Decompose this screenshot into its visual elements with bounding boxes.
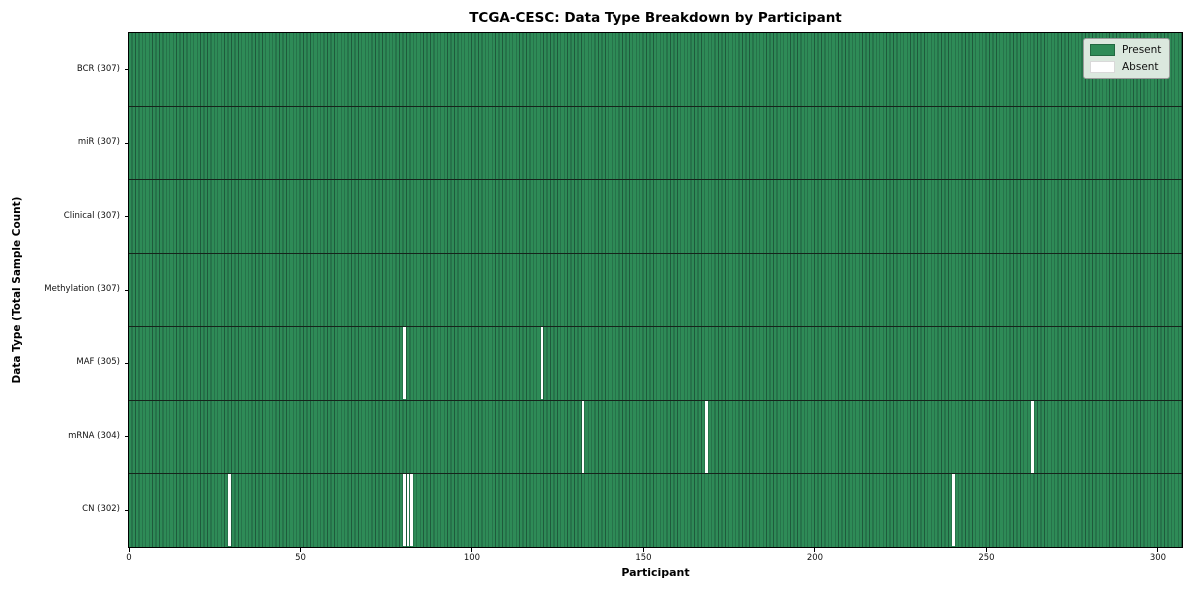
row-separator <box>129 179 1182 181</box>
y-tick-label: miR (307) <box>77 137 120 148</box>
y-tick-mark <box>125 509 129 511</box>
legend-label-absent: Absent <box>1122 61 1159 73</box>
x-tick-mark <box>814 548 816 552</box>
y-tick-mark <box>125 216 129 218</box>
y-tick-mark <box>125 362 129 364</box>
y-tick-label: BCR (307) <box>76 63 120 74</box>
x-tick-label: 250 <box>978 553 995 563</box>
row-separator <box>129 105 1182 107</box>
absent-cell <box>403 474 407 547</box>
x-tick-label: 150 <box>635 553 652 563</box>
y-tick-label: CN (302) <box>82 504 120 515</box>
chart-title: TCGA-CESC: Data Type Breakdown by Partic… <box>469 10 842 26</box>
y-tick-label: MAF (305) <box>76 357 120 368</box>
legend-item-absent: Absent <box>1090 61 1161 73</box>
legend-item-present: Present <box>1090 44 1161 56</box>
legend-label-present: Present <box>1122 44 1162 56</box>
x-tick-mark <box>985 548 987 552</box>
legend-swatch-absent <box>1090 61 1115 73</box>
x-tick-mark <box>1157 548 1159 552</box>
y-tick-mark <box>125 69 129 71</box>
absent-cell <box>406 474 410 547</box>
y-tick-mark <box>125 436 129 438</box>
absent-cell <box>410 474 413 547</box>
y-tick-mark <box>125 289 129 291</box>
x-tick-label: 100 <box>463 553 481 563</box>
absent-cell <box>403 327 407 400</box>
absent-cell <box>952 474 955 547</box>
x-axis-label: Participant <box>621 566 690 579</box>
absent-cell <box>228 474 232 547</box>
y-tick-label: Methylation (307) <box>44 284 120 294</box>
x-tick-label: 300 <box>1149 553 1167 563</box>
x-tick-label: 50 <box>295 553 306 563</box>
x-tick-label: 0 <box>126 553 132 563</box>
x-tick-mark <box>299 548 301 552</box>
x-tick-label: 200 <box>806 553 824 563</box>
absent-cell <box>1031 400 1034 473</box>
legend-swatch-present <box>1090 44 1115 56</box>
row-separator <box>129 252 1182 254</box>
row-separator <box>129 326 1182 328</box>
y-tick-label: Clinical (307) <box>63 210 120 221</box>
row-separator <box>129 399 1182 401</box>
absent-cell <box>581 400 585 473</box>
y-tick-mark <box>125 142 129 144</box>
plot-area <box>128 32 1183 548</box>
absent-cell <box>540 327 544 400</box>
x-tick-mark <box>642 548 644 552</box>
legend: Present Absent <box>1083 38 1171 79</box>
x-tick-mark <box>471 548 473 552</box>
x-tick-mark <box>128 548 130 552</box>
y-tick-label: mRNA (304) <box>68 430 120 441</box>
absent-cell <box>705 400 708 473</box>
row-separator <box>129 473 1182 475</box>
